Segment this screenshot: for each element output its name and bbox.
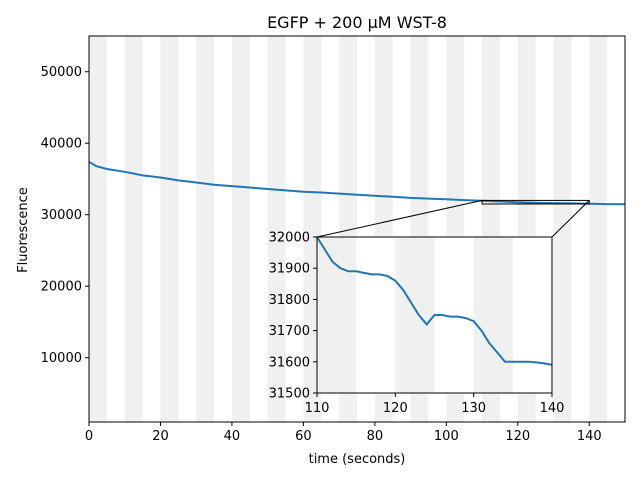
x-tick-label: 40 [224,429,241,444]
shaded-interval [267,36,286,422]
zoom-box [481,199,590,205]
x-tick-label: 60 [295,429,312,444]
y-tick-label: 50000 [41,65,82,80]
shaded-interval [89,36,107,422]
shaded-interval [160,36,179,422]
zoom-connector-left [316,199,483,238]
series-line [88,160,626,206]
inset-x-tick-label: 110 [305,401,330,416]
inset-y-tick-label: 31700 [269,324,310,339]
x-tick-label: 0 [85,429,93,444]
shaded-interval [124,36,143,422]
inset-y-tick-label: 31500 [269,387,310,402]
inset-y-tick-label: 31600 [269,355,310,370]
zoom-connector-right [551,200,590,238]
main-series [88,160,626,206]
shaded-intervals [89,36,608,422]
x-tick-label: 80 [367,429,384,444]
inset-series-line [316,236,553,366]
shaded-interval [553,36,572,422]
zoom-indicator [316,199,590,238]
shaded-interval [589,36,608,422]
plot-frame [88,35,626,423]
inset-y-tick-label: 31900 [269,262,310,277]
inset-x-tick-label: 120 [383,401,408,416]
x-tick-label: 140 [577,429,602,444]
x-axis-label: time (seconds) [309,452,406,467]
chart-title: EGFP + 200 μM WST-8 [267,13,447,32]
inset-y-tick-label: 32000 [269,231,310,246]
inset-frame [316,236,553,394]
y-tick-label: 20000 [41,280,82,295]
inset-shaded-interval [317,237,357,393]
main-axes: 0 20 40 60 80 100 120 140 10000 20000 30000 40000 50… [41,35,626,444]
inset-shaded-interval [395,237,435,393]
y-tick-label: 30000 [41,208,82,223]
inset-chart: 110 120 130 140 31500 31600 31700 31800 31900 320… [269,231,565,417]
x-tick-label: 100 [434,429,459,444]
inset-y-tick-label: 31800 [269,293,310,308]
y-axis-label: Fluorescence [16,187,31,273]
shaded-interval [231,36,250,422]
inset-shaded-interval [473,237,513,393]
inset-x-tick-label: 130 [461,401,486,416]
shaded-interval [196,36,215,422]
inset-x-tick-label: 140 [540,401,565,416]
y-tick-label: 40000 [41,137,82,152]
x-tick-label: 120 [505,429,530,444]
y-tick-label: 10000 [41,351,82,366]
x-tick-label: 20 [152,429,169,444]
